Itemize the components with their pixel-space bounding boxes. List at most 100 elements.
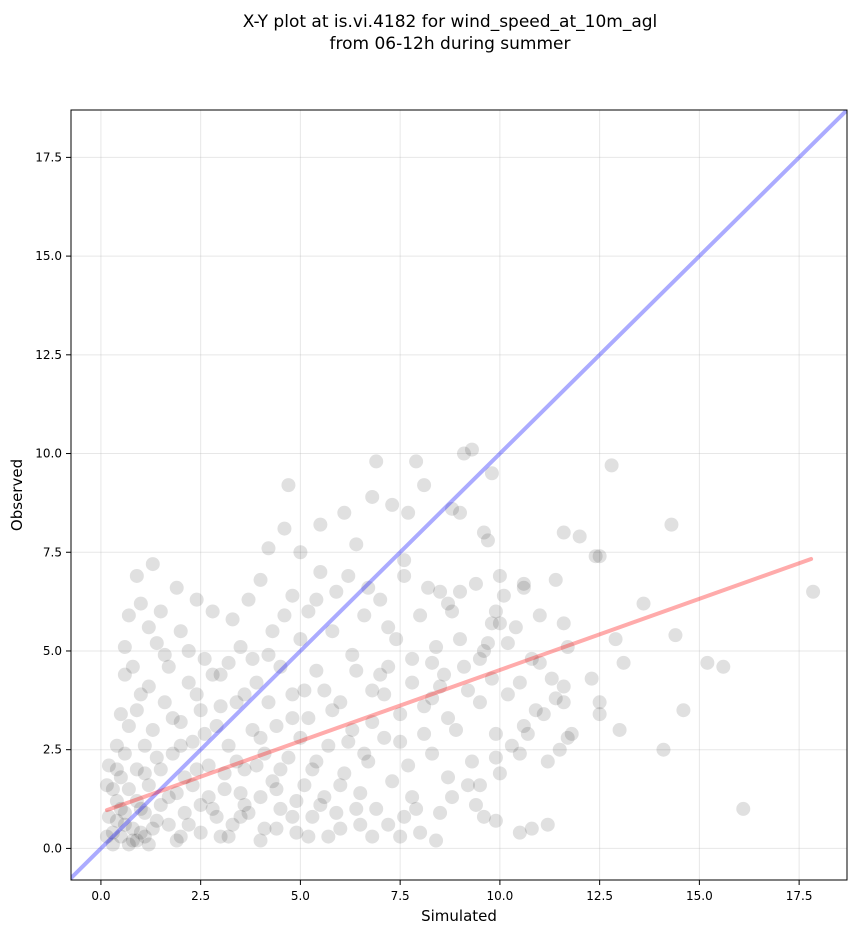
scatter-point: [249, 675, 264, 690]
scatter-point: [181, 675, 196, 690]
scatter-point: [405, 675, 420, 690]
scatter-point: [145, 722, 160, 737]
scatter-point: [165, 711, 180, 726]
scatter-point: [484, 466, 499, 481]
scatter-point: [365, 829, 380, 844]
y-axis: 0.0 2.5 5.0 7.5 10.0 12.5 15.0 17.5: [35, 150, 71, 855]
scatter-point: [133, 687, 148, 702]
x-tick-label: 10.0: [487, 889, 514, 903]
scatter-point: [556, 695, 571, 710]
scatter-point: [165, 746, 180, 761]
scatter-point: [445, 790, 460, 805]
scatter-point: [592, 695, 607, 710]
scatter-point: [129, 794, 144, 809]
scatter-point: [425, 691, 440, 706]
scatter-point: [173, 829, 188, 844]
reference-lines: [71, 110, 847, 880]
scatter-point: [433, 805, 448, 820]
scatter-point: [293, 730, 308, 745]
scatter-point: [105, 825, 120, 840]
scatter-point: [572, 529, 587, 544]
scatter-point: [149, 636, 164, 651]
scatter-point: [441, 770, 456, 785]
scatter-point: [393, 829, 408, 844]
scatter-point: [516, 719, 531, 733]
scatter-point: [345, 647, 360, 662]
y-tick-label: 7.5: [43, 545, 62, 559]
scatter-point: [476, 525, 491, 540]
scatter-point: [452, 584, 467, 599]
scatter-point: [189, 762, 204, 777]
scatter-point: [373, 592, 388, 607]
scatter-point: [141, 679, 156, 694]
scatter-point: [365, 715, 380, 730]
scatter-point: [520, 726, 535, 741]
scatter-point: [249, 758, 264, 773]
scatter-point: [153, 797, 168, 812]
scatter-point: [540, 817, 555, 832]
scatter-point: [277, 521, 292, 536]
scatter-point: [137, 738, 152, 753]
scatter-point: [676, 703, 691, 718]
scatter-point: [285, 809, 300, 824]
y-tick-label: 5.0: [43, 644, 62, 658]
scatter-point: [552, 742, 567, 757]
scatter-point: [265, 624, 280, 639]
y-tick-label: 0.0: [43, 841, 62, 855]
scatter-point: [261, 647, 276, 662]
scatter-point: [161, 790, 176, 805]
chart-title-line-2: from 06-12h during summer: [330, 34, 571, 54]
scatter-point: [361, 580, 376, 595]
scatter-point: [604, 458, 619, 473]
scatter-point: [197, 726, 212, 741]
scatter-point: [612, 722, 627, 737]
scatter-point: [592, 549, 607, 564]
scatter-point: [309, 663, 324, 678]
scatter-point: [365, 489, 380, 504]
scatter-point: [153, 762, 168, 777]
scatter-point: [269, 821, 284, 836]
scatter-point: [121, 608, 136, 623]
scatter-point: [129, 762, 144, 777]
scatter-point: [121, 719, 136, 733]
scatter-point: [157, 647, 172, 662]
scatter-point: [265, 774, 280, 789]
scatter-point: [413, 608, 428, 623]
scatter-point: [357, 746, 372, 761]
scatter-point: [221, 829, 236, 844]
y-tick-label: 12.5: [35, 348, 62, 362]
scatter-point: [233, 640, 248, 655]
scatter-point: [456, 659, 471, 674]
scatter-point: [417, 699, 432, 714]
scatter-point: [137, 829, 152, 844]
scatter-point: [417, 478, 432, 493]
scatter-point: [101, 809, 116, 824]
scatter-point: [516, 580, 531, 595]
regression-fit-line: [104, 556, 814, 813]
scatter-point: [700, 655, 715, 670]
scatter-point: [544, 671, 559, 686]
scatter-point: [592, 707, 607, 722]
scatter-point: [492, 766, 507, 781]
scatter-point: [213, 667, 228, 682]
scatter-point: [253, 730, 268, 745]
scatter-point: [437, 667, 452, 682]
scatter-point: [205, 667, 220, 682]
scatter-point: [297, 683, 312, 698]
scatter-point: [117, 746, 132, 761]
scatter-point: [289, 825, 304, 840]
scatter-point: [393, 734, 408, 749]
scatter-point: [117, 640, 132, 655]
scatter-point: [133, 596, 148, 611]
scatter-point: [425, 655, 440, 670]
scatter-point: [512, 746, 527, 761]
scatter-point: [109, 762, 124, 777]
scatter-point: [377, 730, 392, 745]
scatter-point: [109, 738, 124, 753]
scatter-point: [560, 730, 575, 745]
scatter-point: [484, 616, 499, 631]
scatter-point: [285, 687, 300, 702]
scatter-point: [301, 711, 316, 726]
scatter-point: [261, 541, 276, 556]
scatter-point: [113, 707, 128, 722]
